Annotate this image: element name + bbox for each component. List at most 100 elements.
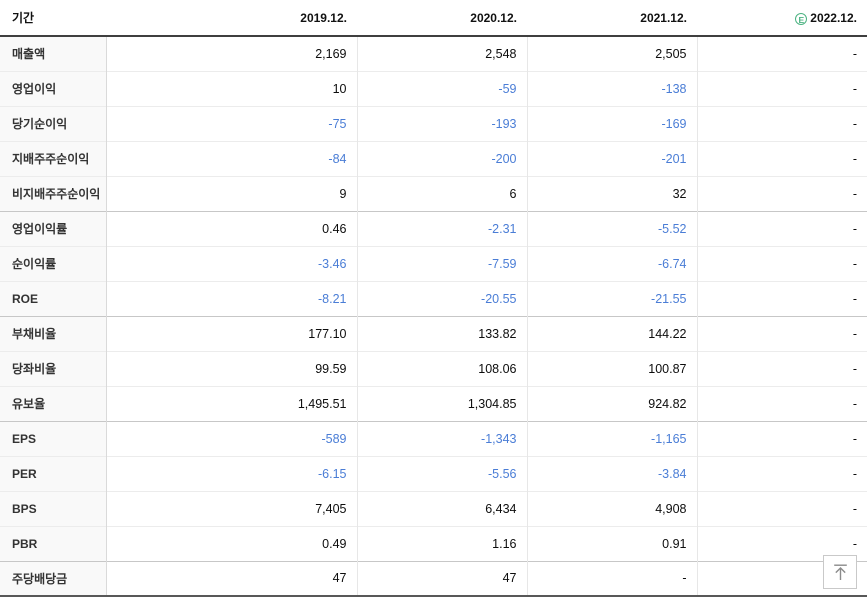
table-cell: 0.91 (527, 526, 698, 561)
table-cell: -200 (357, 141, 528, 176)
row-label: 부채비율 (0, 316, 107, 351)
column-header-label: 2022.12. (810, 10, 857, 25)
column-header-label: 2019.12. (300, 10, 347, 25)
table-cell: 6 (357, 176, 528, 211)
row-label: 유보율 (0, 386, 107, 421)
table-cell: - (852, 536, 857, 551)
row-label: 순이익률 (0, 246, 107, 281)
column-header-2022-estimate: E 2022.12. (697, 0, 867, 37)
table-cell: - (852, 326, 857, 341)
table-cell: - (852, 256, 857, 271)
table-cell: - (852, 291, 857, 306)
table-cell: 47 (357, 561, 528, 596)
estimate-badge-icon: E (795, 12, 808, 25)
table-cell: -201 (527, 141, 698, 176)
table-cell: 1.16 (357, 526, 528, 561)
table-cell: - (852, 466, 857, 481)
table-row: 매출액 2,169 2,548 2,505 - (0, 36, 867, 71)
table-row: 비지배주주순이익 9 6 32 - (0, 176, 867, 211)
table-row: BPS 7,405 6,434 4,908 - (0, 491, 867, 526)
row-label: 당좌비율 (0, 351, 107, 386)
table-cell: 9 (106, 176, 358, 211)
table-cell: -138 (527, 71, 698, 106)
table-cell: 100.87 (527, 351, 698, 386)
table-cell: 32 (527, 176, 698, 211)
table-row: 부채비율 177.10 133.82 144.22 - (0, 316, 867, 351)
row-label: BPS (0, 491, 107, 526)
table-cell: -21.55 (527, 281, 698, 316)
table-row: PER -6.15 -5.56 -3.84 - (0, 456, 867, 491)
table-cell: -7.59 (357, 246, 528, 281)
table-cell: - (852, 186, 857, 201)
table-cell: 133.82 (357, 316, 528, 351)
table-cell: 2,548 (357, 36, 528, 71)
column-header-label: 2020.12. (470, 10, 517, 25)
table-cell: 99.59 (106, 351, 358, 386)
table-header-row: 기간 2019.12. 2020.12. 2021.12. E 2022.12. (0, 0, 867, 37)
table-cell: -2.31 (357, 211, 528, 246)
table-cell: -84 (106, 141, 358, 176)
table-cell: - (852, 361, 857, 376)
table-row: 영업이익 10 -59 -138 - (0, 71, 867, 106)
table-cell: -3.46 (106, 246, 358, 281)
row-label: 지배주주순이익 (0, 141, 107, 176)
table-cell: -1,343 (357, 421, 528, 456)
table-cell: -589 (106, 421, 358, 456)
row-label: 주당배당금 (0, 561, 107, 596)
row-label: 영업이익 (0, 71, 107, 106)
table-cell: -3.84 (527, 456, 698, 491)
row-label: 당기순이익 (0, 106, 107, 141)
table-row: 주당배당금 47 47 - - (0, 561, 867, 596)
table-cell: -5.56 (357, 456, 528, 491)
scroll-to-top-button[interactable] (823, 555, 857, 589)
table-cell: 108.06 (357, 351, 528, 386)
column-header-label: 2021.12. (640, 10, 687, 25)
table-row: 당좌비율 99.59 108.06 100.87 - (0, 351, 867, 386)
row-label: PBR (0, 526, 107, 561)
table-row: EPS -589 -1,343 -1,165 - (0, 421, 867, 456)
table-row: PBR 0.49 1.16 0.91 - (0, 526, 867, 561)
table-cell: -6.74 (527, 246, 698, 281)
table-cell: -75 (106, 106, 358, 141)
column-header-2020: 2020.12. (357, 0, 527, 37)
column-header-2021: 2021.12. (527, 0, 697, 37)
table-cell: - (852, 221, 857, 236)
table-row: 지배주주순이익 -84 -200 -201 - (0, 141, 867, 176)
table-cell: - (852, 46, 857, 61)
table-row: 유보율 1,495.51 1,304.85 924.82 - (0, 386, 867, 421)
table-cell: -5.52 (527, 211, 698, 246)
table-cell: - (852, 431, 857, 446)
table-cell: -20.55 (357, 281, 528, 316)
table-cell: -8.21 (106, 281, 358, 316)
table-cell: - (852, 116, 857, 131)
table-cell: 2,505 (527, 36, 698, 71)
table-cell: -193 (357, 106, 528, 141)
table-cell: 0.46 (106, 211, 358, 246)
table-cell: 2,169 (106, 36, 358, 71)
table-cell: 924.82 (527, 386, 698, 421)
table-cell: 4,908 (527, 491, 698, 526)
table-cell: - (527, 561, 698, 596)
table-cell: -59 (357, 71, 528, 106)
column-header-2019: 2019.12. (106, 0, 357, 37)
table-row: 영업이익률 0.46 -2.31 -5.52 - (0, 211, 867, 246)
table-cell: - (852, 501, 857, 516)
row-label: EPS (0, 421, 107, 456)
row-label: 매출액 (0, 36, 107, 71)
table-cell: 0.49 (106, 526, 358, 561)
table-cell: - (852, 396, 857, 411)
table-cell: 1,304.85 (357, 386, 528, 421)
table-cell: - (852, 81, 857, 96)
table-cell: 47 (106, 561, 358, 596)
table-cell: 7,405 (106, 491, 358, 526)
table-cell: 177.10 (106, 316, 358, 351)
row-label: PER (0, 456, 107, 491)
row-label: 영업이익률 (0, 211, 107, 246)
row-label: 비지배주주순이익 (0, 176, 107, 211)
table-cell: -1,165 (527, 421, 698, 456)
table-row: 당기순이익 -75 -193 -169 - (0, 106, 867, 141)
table-row: 순이익률 -3.46 -7.59 -6.74 - (0, 246, 867, 281)
table-cell: 6,434 (357, 491, 528, 526)
table-cell: - (852, 151, 857, 166)
